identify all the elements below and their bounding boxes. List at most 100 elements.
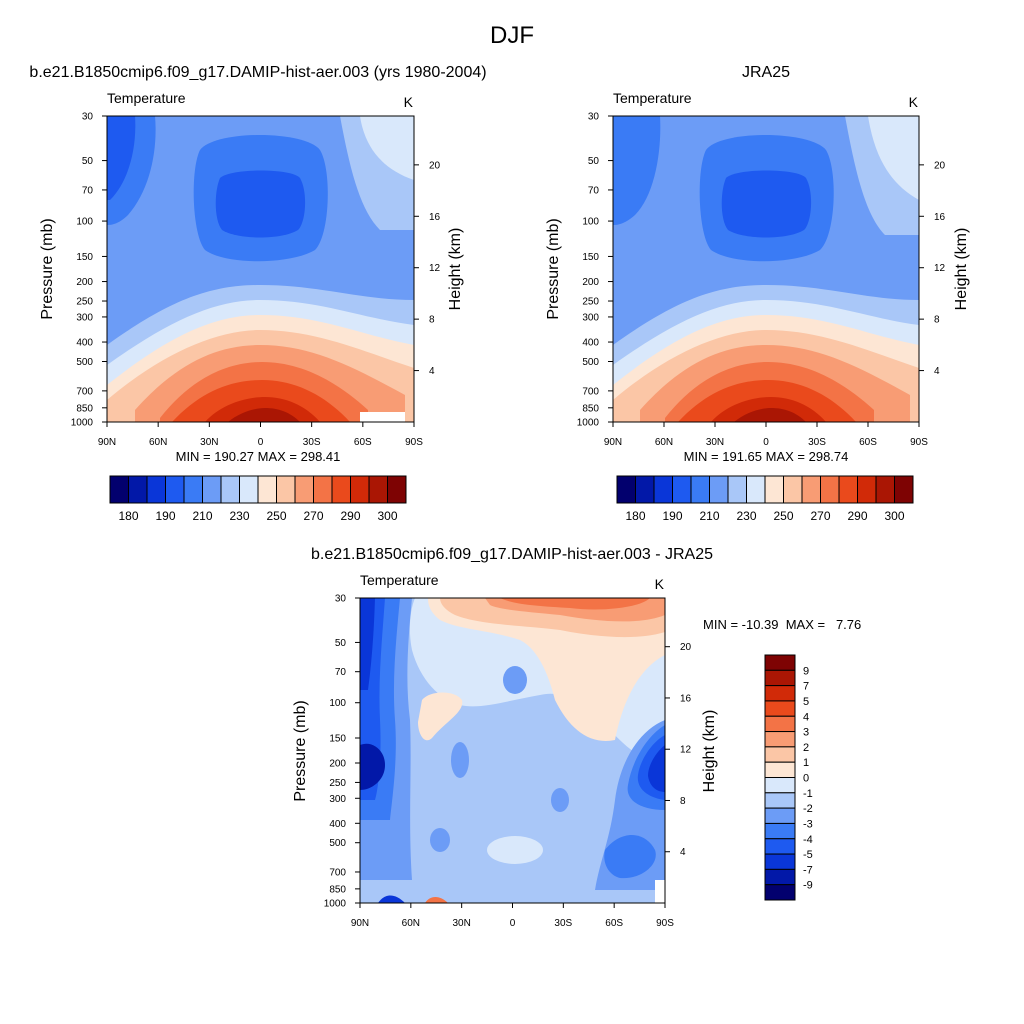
x-tick-label: 60S [354,437,372,448]
colorbar-label: 7 [803,681,809,693]
colorbar-label: 230 [736,509,756,523]
y-tick-label: 70 [588,185,600,196]
panel-model-contour-fill [107,116,414,422]
x-tick-label: 0 [258,437,264,448]
colorbar-swatch [857,475,877,504]
y-tick-label: 250 [76,297,93,308]
contour-band-cold-left-4 [360,598,375,690]
colorbar-label: 250 [773,509,793,523]
contour-band-midlevel-cold-1 [451,742,469,778]
panel-model-colorbar-labels: 180 190 210 230 250 270 290 300 [118,509,397,523]
panel-model-x-ticks: 90N 60N 30N 0 30S 60S 90S [98,422,423,448]
y-tick-label: 700 [329,867,346,878]
y-tick-label: 30 [335,594,347,605]
panel-difference-colorbar [764,654,796,901]
y-tick-label: 850 [329,884,346,895]
colorbar-swatch [709,475,729,504]
height-tick-label: 8 [680,796,686,807]
colorbar-label: -2 [803,803,813,815]
y-tick-label: 700 [582,386,599,397]
colorbar-label: -3 [803,818,813,830]
panel-obs-left-string: Temperature [613,90,692,106]
panel-model-y-ticks: 30 50 70 100 150 200 250 300 400 500 700 850 1000 [71,112,107,429]
colorbar-swatch [109,475,129,504]
y-tick-label: 700 [76,386,93,397]
panel-model-left-string: Temperature [107,90,186,106]
x-tick-label: 30N [452,918,470,929]
panel-obs-height-ticks: 4 8 12 16 20 [919,160,946,377]
contour-band-surface-cold [378,895,405,903]
y-tick-label: 300 [329,794,346,805]
panel-obs-colorbar-labels: 180 190 210 230 250 270 290 300 [625,509,904,523]
contour-band-tropopause-core [215,170,306,238]
colorbar-swatch [331,475,351,504]
height-tick-label: 8 [934,315,940,326]
colorbar-swatch [727,475,747,504]
colorbar-swatch [764,807,796,824]
colorbar-swatch [635,475,655,504]
colorbar-label: 210 [699,509,719,523]
colorbar-swatch [764,654,796,671]
x-tick-label: 30N [200,437,218,448]
contour-band-lower-max [228,408,300,422]
x-tick-label: 30S [303,437,321,448]
colorbar-swatch [239,475,259,504]
panel-obs-y-ticks: 30 50 70 100 150 200 250 300 400 500 700 850 1000 [577,112,613,429]
colorbar-label: 270 [810,509,830,523]
colorbar-swatch [653,475,673,504]
colorbar-swatch [746,475,766,504]
colorbar-swatch [146,475,166,504]
panel-obs-colorbar [616,475,914,504]
colorbar-label: 210 [192,509,212,523]
colorbar-swatch [764,475,784,504]
colorbar-label: 290 [847,509,867,523]
colorbar-label: 0 [803,773,809,785]
y-tick-label: 150 [329,733,346,744]
colorbar-label: -1 [803,788,813,800]
colorbar-swatch [764,822,796,840]
colorbar-swatch [764,715,796,733]
colorbar-label: 5 [803,696,809,708]
panel-obs-stats: MIN = 191.65 MAX = 298.74 [684,449,849,464]
height-tick-label: 12 [429,263,441,274]
colorbar-swatch [764,853,796,870]
colorbar-swatch [202,475,222,504]
contour-band-cold-left-mid [360,743,385,790]
height-tick-label: 4 [429,366,435,377]
colorbar-swatch [764,838,796,855]
colorbar-label: 2 [803,742,809,754]
missing-data-patch [360,412,405,422]
colorbar-swatch [690,475,710,504]
height-tick-label: 12 [934,263,946,274]
y-tick-label: 150 [582,252,599,263]
contour-band-tropopause-core [721,170,812,238]
colorbar-swatch [276,475,296,504]
colorbar-label: -4 [803,834,813,846]
contour-band-lower-max [734,408,806,422]
colorbar-label: 1 [803,757,809,769]
colorbar-label: 3 [803,727,809,739]
colorbar-swatch [764,731,796,748]
colorbar-label: 250 [266,509,286,523]
panel-difference-units: K [655,576,665,592]
x-tick-label: 90S [656,918,674,929]
y-tick-label: 500 [582,357,599,368]
panel-difference-contour-fill [360,598,665,903]
panel-model: b.e21.B1850cmip6.f09_g17.DAMIP-hist-aer.… [29,64,486,523]
contour-band-cold-lower-right [604,835,656,879]
x-tick-label: 60N [655,437,673,448]
contour-band-upper-right-light [360,116,414,180]
colorbar-swatch [764,868,796,886]
y-tick-label: 150 [76,252,93,263]
colorbar-label: 290 [340,509,360,523]
contour-band-warm-tropic [418,692,463,741]
x-tick-label: 90S [405,437,423,448]
colorbar-swatch [220,475,240,504]
y-tick-label: 100 [76,217,93,228]
height-tick-label: 12 [680,745,692,756]
y-tick-label: 100 [329,698,346,709]
colorbar-swatch [313,475,333,504]
contour-band-polar-left-core [107,116,136,200]
colorbar-label: 4 [803,711,809,723]
panel-model-units: K [404,94,414,110]
